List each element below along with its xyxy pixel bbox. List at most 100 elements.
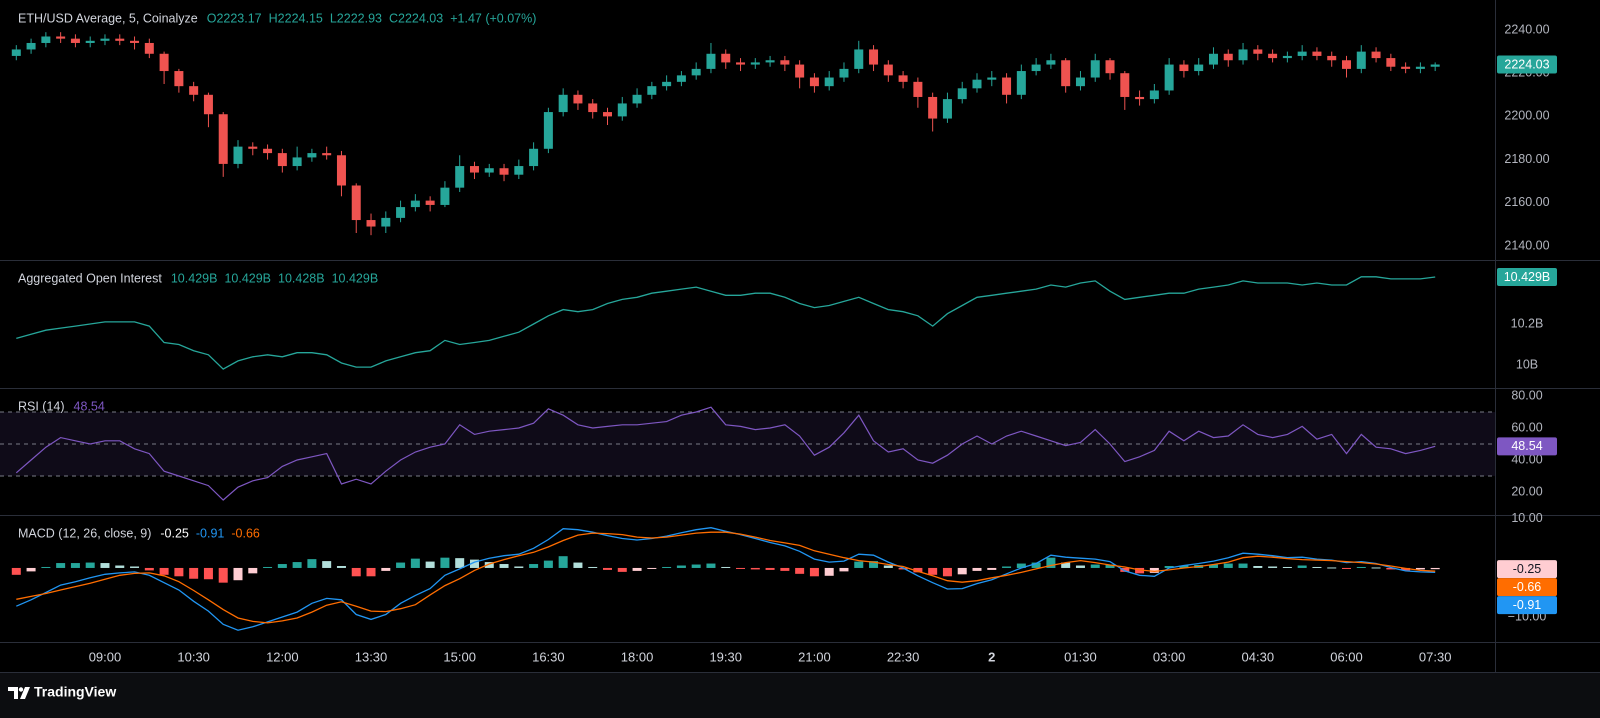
axis-value-box <box>1497 268 1557 287</box>
histogram-bar <box>514 566 524 568</box>
histogram-bar <box>277 564 287 568</box>
legend-value: 10.429B <box>224 271 271 285</box>
x-tick-label: 21:00 <box>798 649 831 664</box>
histogram-bar <box>1327 567 1337 569</box>
histogram-bar <box>322 561 332 568</box>
x-tick-label: 10:30 <box>177 649 210 664</box>
histogram-bar <box>1208 564 1218 568</box>
candle-body <box>543 112 553 149</box>
candle-body <box>1238 49 1248 61</box>
x-tick-label: 07:30 <box>1419 649 1452 664</box>
candle-body <box>1135 96 1145 100</box>
candle-body <box>1194 64 1204 72</box>
axis-value-label: 10.429B <box>1504 270 1551 284</box>
histogram-bar <box>1371 567 1381 569</box>
y-tick-label: 2160.00 <box>1504 195 1549 209</box>
histogram-bar <box>1061 562 1071 568</box>
histogram-bar <box>218 567 228 583</box>
brand-logo[interactable]: TradingView <box>8 684 116 700</box>
candle-body <box>189 86 199 95</box>
candle-body <box>1386 58 1396 67</box>
histogram-bar <box>869 561 879 568</box>
candle-body <box>396 207 406 218</box>
candle-body <box>691 68 701 76</box>
brand-name[interactable]: TradingView <box>34 684 116 700</box>
histogram-bar <box>440 557 450 568</box>
histogram-bar <box>70 563 80 568</box>
histogram-bar <box>617 567 627 572</box>
histogram-bar <box>484 562 494 568</box>
axis-value-box <box>1497 560 1557 579</box>
legend-value: L2222.93 <box>330 11 382 25</box>
y-tick-label: 10.00 <box>1511 511 1542 525</box>
x-tick-label: 19:30 <box>709 649 742 664</box>
logo-dot[interactable] <box>18 687 24 692</box>
axis-value-box <box>1497 578 1557 597</box>
histogram-bar <box>11 567 21 575</box>
axis-value-box <box>1497 437 1557 456</box>
candle-body <box>529 148 539 167</box>
histogram-bar <box>1238 563 1248 568</box>
histogram-bar <box>1253 565 1263 568</box>
histogram-bar <box>543 560 553 568</box>
candle-body <box>662 81 672 87</box>
candle-body <box>928 96 938 119</box>
candle-body <box>455 166 465 188</box>
histogram-bar <box>1002 566 1012 568</box>
candle-body <box>721 53 731 63</box>
histogram-bar <box>130 566 140 568</box>
x-tick-label: 16:30 <box>532 649 565 664</box>
y-tick-label: 60.00 <box>1511 420 1542 434</box>
candle-body <box>706 53 716 69</box>
candle-body <box>1046 60 1056 65</box>
histogram-bar <box>1401 567 1411 571</box>
histogram-bar <box>100 563 110 568</box>
candle-body <box>1120 73 1130 97</box>
histogram-bar <box>144 567 154 571</box>
candle-body <box>1297 51 1307 56</box>
candle-body <box>1075 77 1085 87</box>
candle-body <box>1312 51 1322 56</box>
legend-value: 10.429B <box>171 271 218 285</box>
candle-body <box>130 40 140 43</box>
histogram-bar <box>425 561 435 568</box>
histogram-bar <box>987 567 997 570</box>
histogram-bar <box>1164 565 1174 568</box>
logo-mark[interactable] <box>8 687 30 699</box>
legend-value: H2224.15 <box>269 11 323 25</box>
x-tick-label: 03:00 <box>1153 649 1186 664</box>
candle-body <box>750 62 760 65</box>
candle-body <box>1356 51 1366 69</box>
histogram-bar <box>632 567 642 571</box>
histogram-bar <box>883 565 893 568</box>
candle-body <box>869 49 879 65</box>
candle-body <box>233 146 243 164</box>
histogram-bar <box>56 563 66 568</box>
candle-body <box>277 153 287 167</box>
candle-body <box>987 77 997 80</box>
histogram-bar <box>1135 567 1145 574</box>
axis-value-label: -0.66 <box>1513 580 1542 594</box>
histogram-bar <box>691 564 701 568</box>
histogram-bar <box>263 566 273 568</box>
y-tick-label: 80.00 <box>1511 388 1542 402</box>
histogram-bar <box>573 562 583 568</box>
histogram-bar <box>203 567 213 580</box>
signal-line <box>16 531 1436 624</box>
candle-body <box>1282 55 1292 59</box>
axis-value-label: -0.91 <box>1513 598 1542 612</box>
candle-body <box>617 103 627 117</box>
candle-body <box>780 60 790 65</box>
candle-body <box>366 220 376 227</box>
histogram-bar <box>85 562 95 568</box>
candle-body <box>824 77 834 87</box>
candle-body <box>159 53 169 72</box>
histogram-bar <box>396 562 406 568</box>
histogram-bar <box>469 559 479 568</box>
histogram-bar <box>736 567 746 569</box>
histogram-bar <box>292 562 302 568</box>
candle-body <box>632 94 642 104</box>
candle-body <box>100 38 110 41</box>
y-tick-label: 10.2B <box>1511 316 1544 330</box>
